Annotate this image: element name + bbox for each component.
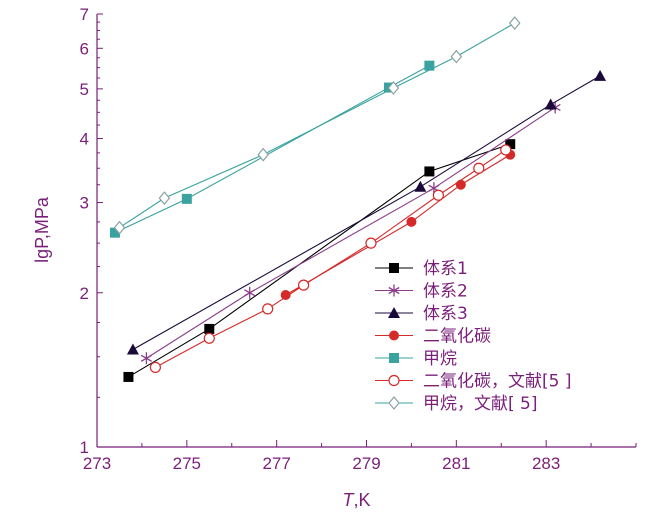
- legend-item: 二氧化碳，文献[5 ]: [375, 372, 571, 392]
- data-point: [203, 332, 215, 344]
- data-point: [181, 193, 192, 204]
- data-point: [113, 220, 126, 235]
- series-3: [126, 69, 607, 355]
- series-2: [140, 101, 561, 365]
- legend-label: 甲烷，文献[ 5]: [423, 394, 537, 414]
- legend-item: 甲烷，文献[ 5]: [375, 394, 537, 414]
- y-tick-label: 4: [80, 130, 89, 149]
- data-point: [594, 69, 607, 81]
- x-tick-label: 275: [173, 454, 201, 473]
- data-point: [414, 180, 427, 192]
- data-point: [204, 323, 215, 334]
- legend-marker: [389, 263, 399, 273]
- data-point: [406, 216, 417, 227]
- data-point: [450, 49, 463, 64]
- x-tick-label: 281: [442, 454, 470, 473]
- data-point: [149, 361, 161, 374]
- data-point: [544, 98, 557, 110]
- data-point: [508, 16, 521, 31]
- legend-label: 二氧化碳: [423, 327, 491, 347]
- legend-label: 体系1: [423, 259, 468, 279]
- series-line: [146, 106, 556, 359]
- series-line: [114, 65, 430, 234]
- series-line: [119, 22, 515, 229]
- y-tick-label: 3: [80, 194, 89, 213]
- legend-label: 体系2: [423, 282, 468, 302]
- y-tick-label: 6: [80, 39, 89, 58]
- series-7: [113, 16, 521, 235]
- x-axis-label-italic: T: [342, 490, 355, 510]
- data-point: [473, 162, 485, 174]
- series-4: [280, 149, 516, 300]
- legend-marker: [389, 330, 399, 341]
- x-tick-label: 279: [352, 454, 380, 473]
- x-axis-label: T,K: [342, 490, 370, 510]
- data-point: [109, 227, 120, 238]
- legend-item: 体系3: [375, 304, 468, 324]
- series-6: [149, 144, 512, 374]
- y-tick-label: 5: [80, 80, 89, 99]
- data-point: [424, 166, 435, 177]
- x-axis-label-unit: ,K: [353, 490, 370, 510]
- data-point: [257, 147, 269, 162]
- data-point: [298, 279, 310, 291]
- series-5: [109, 60, 435, 238]
- data-point: [280, 289, 291, 300]
- data-point: [500, 144, 512, 156]
- legend-label: 体系3: [423, 304, 468, 324]
- legend-marker: [388, 374, 400, 387]
- legend-item: 甲烷: [375, 349, 457, 369]
- data-point: [505, 139, 516, 150]
- legend-label: 二氧化碳，文献[5 ]: [423, 372, 571, 392]
- series-line: [285, 154, 511, 296]
- legend-marker: [388, 284, 400, 297]
- data-point: [123, 371, 134, 382]
- series-line: [128, 143, 511, 378]
- y-tick-label: 1: [80, 438, 89, 457]
- data-point: [140, 352, 152, 365]
- data-point: [365, 237, 377, 249]
- data-point: [262, 303, 274, 315]
- data-point: [455, 179, 466, 190]
- legend-item: 二氧化碳: [375, 327, 491, 347]
- legend-item: 体系1: [375, 259, 468, 279]
- ticks: 273 275 277 279 281 283 1 2 3 4 5 6 7: [80, 5, 637, 473]
- x-tick-label: 273: [83, 454, 111, 473]
- x-tick-label: 283: [532, 454, 560, 473]
- legend-item: 体系2: [375, 282, 468, 302]
- series-line: [132, 75, 601, 350]
- legend-marker: [388, 396, 400, 410]
- data-point: [244, 286, 256, 299]
- data-point: [424, 60, 435, 71]
- data-point: [158, 191, 171, 206]
- y-tick-label: 7: [80, 5, 89, 24]
- series-layer: [109, 16, 607, 382]
- data-point: [126, 343, 139, 355]
- data-point: [432, 189, 444, 201]
- y-axis-label: lgP,MPa: [32, 196, 52, 263]
- y-tick-label: 2: [80, 284, 89, 303]
- legend-marker: [388, 307, 400, 318]
- legend-marker: [389, 353, 399, 363]
- x-tick-label: 277: [262, 454, 290, 473]
- legend-label: 甲烷: [423, 349, 457, 369]
- data-point: [387, 81, 400, 95]
- series-1: [123, 139, 516, 382]
- series-line: [155, 149, 507, 368]
